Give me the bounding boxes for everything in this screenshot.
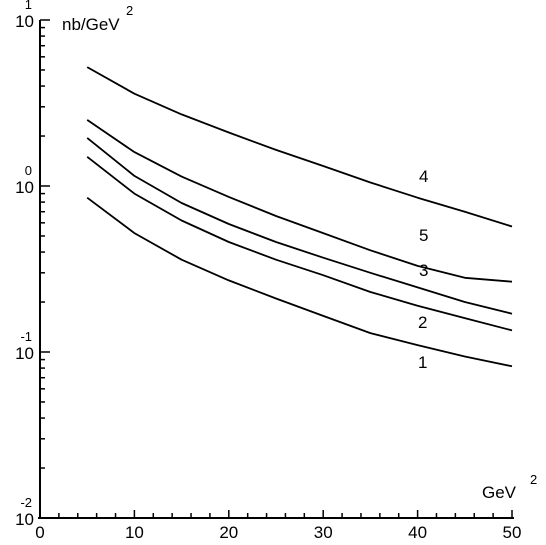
y-tick-label-exponent: 0 <box>25 163 32 178</box>
y-tick-label-base: 10 <box>15 510 34 529</box>
x-tick-label: 40 <box>408 523 427 542</box>
series-label-2: 2 <box>418 313 427 332</box>
series-label-4: 4 <box>419 167 428 186</box>
series-label-3: 3 <box>419 261 428 280</box>
x-axis: 0 10 20 30 40 50 GeV 2 <box>35 472 537 542</box>
y-tick-label-exponent: -1 <box>20 329 32 344</box>
series-label-1: 1 <box>418 353 427 372</box>
y-tick-label-exponent: 1 <box>25 0 32 12</box>
y-axis-label: nb/GeV <box>62 15 120 34</box>
y-tick-label-base: 10 <box>15 344 34 363</box>
x-axis-label: GeV <box>482 483 517 502</box>
series-label-5: 5 <box>419 226 428 245</box>
y-axis-label-exponent: 2 <box>126 3 133 18</box>
x-tick-label: 20 <box>219 523 238 542</box>
x-tick-label: 10 <box>125 523 144 542</box>
series-group: 1 2 3 5 4 <box>86 66 513 372</box>
series-line-1 <box>86 196 513 368</box>
y-tick-label-exponent: -2 <box>20 495 32 510</box>
x-tick-label: 0 <box>35 523 44 542</box>
series-line-3 <box>86 137 513 315</box>
series-line-5 <box>86 119 513 283</box>
y-tick-label-base: 10 <box>15 12 34 31</box>
x-tick-label: 30 <box>314 523 333 542</box>
x-tick-label: 50 <box>503 523 522 542</box>
series-line-4 <box>86 66 513 228</box>
series-line-2 <box>86 156 513 332</box>
y-tick-label-base: 10 <box>15 178 34 197</box>
x-axis-label-exponent: 2 <box>530 472 537 487</box>
